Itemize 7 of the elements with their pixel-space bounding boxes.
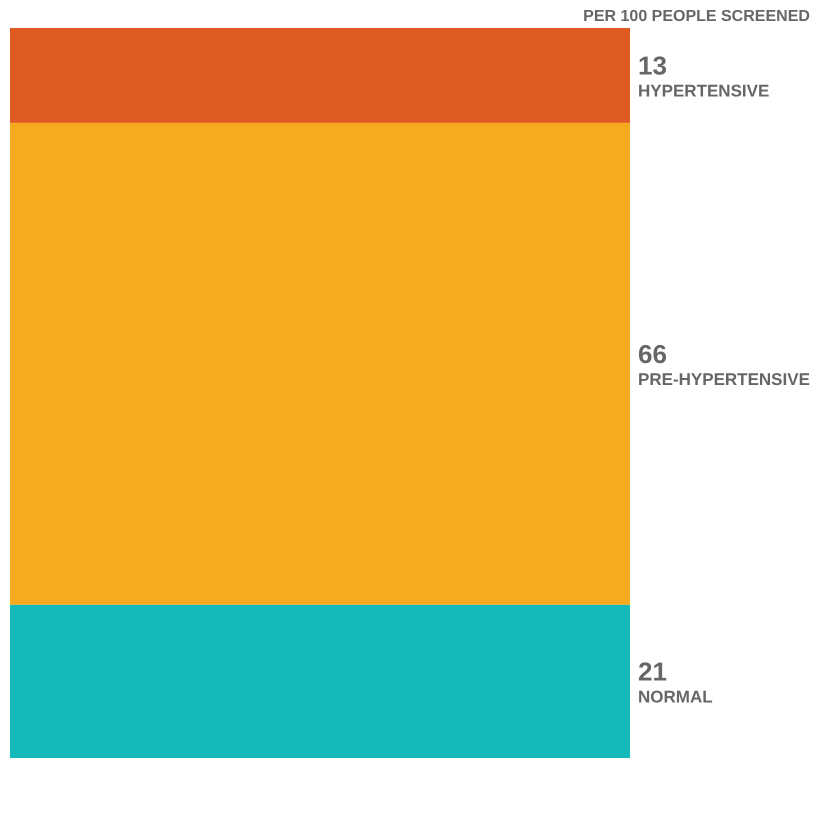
data-label: 66 <box>638 338 667 369</box>
series-label: NORMAL <box>638 687 713 706</box>
series-label: HYPERTENSIVE <box>638 81 770 100</box>
data-label: 13 <box>638 50 667 80</box>
series-label: PRE-HYPERTENSIVE <box>638 370 810 389</box>
text: PER 100 PEOPLE SCREENED <box>583 8 810 25</box>
data-label: 21 <box>638 656 667 686</box>
